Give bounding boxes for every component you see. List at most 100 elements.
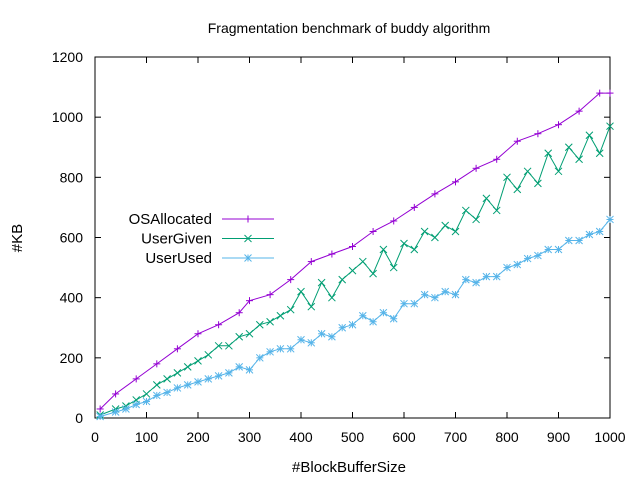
legend-marker-usergiven	[244, 234, 252, 243]
data-point-userused	[348, 320, 357, 329]
data-point-osallocated	[575, 107, 583, 115]
data-point-usergiven	[369, 269, 377, 278]
legend-item-userused: UserUsed	[145, 250, 274, 267]
data-point-userused	[389, 314, 398, 323]
data-point-userused	[132, 400, 141, 409]
data-point-userused	[163, 388, 171, 397]
data-point-osallocated	[153, 360, 161, 368]
data-point-userused	[245, 366, 254, 374]
x-tick-label: 400	[289, 429, 313, 445]
data-point-userused	[173, 384, 182, 392]
data-point-usergiven	[286, 305, 295, 314]
data-point-userused	[266, 347, 274, 356]
data-point-usergiven	[204, 350, 213, 359]
series-layer	[96, 89, 614, 421]
legend: OSAllocated UserGiven UserUsed	[129, 211, 274, 267]
data-point-userused	[534, 251, 542, 260]
data-point-osallocated	[534, 130, 542, 138]
data-point-usergiven	[276, 311, 285, 320]
data-point-osallocated	[555, 121, 562, 129]
data-point-osallocated	[369, 227, 377, 235]
y-tick-label: 1200	[52, 49, 83, 65]
data-point-osallocated	[513, 137, 521, 145]
data-point-userused	[152, 391, 161, 400]
data-point-usergiven	[142, 390, 151, 398]
data-point-usergiven	[173, 369, 182, 377]
x-tick-label: 800	[495, 429, 519, 445]
data-point-userused	[482, 272, 491, 281]
y-tick-label: 600	[60, 230, 84, 246]
data-point-usergiven	[575, 155, 583, 164]
y-tick-label: 200	[60, 350, 84, 366]
data-point-osallocated	[452, 178, 459, 186]
data-point-userused	[585, 230, 594, 239]
data-point-usergiven	[585, 131, 594, 140]
data-point-usergiven	[214, 341, 223, 350]
data-point-userused	[307, 338, 316, 347]
data-point-userused	[431, 293, 439, 302]
data-point-userused	[513, 260, 522, 269]
data-point-usergiven	[534, 179, 542, 188]
data-point-userused	[255, 353, 264, 362]
data-point-usergiven	[255, 320, 264, 329]
legend-item-usergiven: UserGiven	[141, 231, 274, 248]
y-axis: 0 200 400 600 800 1000 1200	[52, 49, 610, 426]
data-point-usergiven	[606, 122, 614, 131]
data-point-userused	[225, 369, 233, 377]
x-tick-label: 600	[392, 429, 416, 445]
data-point-usergiven	[523, 167, 532, 176]
data-point-userused	[235, 363, 244, 371]
x-tick-label: 0	[91, 429, 99, 445]
data-point-userused	[606, 215, 614, 224]
data-point-usergiven	[379, 245, 388, 254]
data-point-userused	[122, 405, 130, 413]
data-point-userused	[575, 236, 583, 245]
x-axis: 0 100 200 300 400 500 600 700 800 900 1000	[91, 57, 626, 445]
data-point-userused	[183, 381, 192, 389]
data-point-usergiven	[317, 278, 326, 287]
data-point-osallocated	[132, 375, 140, 383]
data-point-osallocated	[493, 155, 501, 163]
data-point-userused	[472, 278, 480, 287]
data-point-usergiven	[420, 227, 429, 236]
data-point-userused	[328, 332, 336, 341]
data-point-userused	[358, 311, 367, 320]
data-point-userused	[317, 329, 326, 338]
data-point-osallocated	[410, 203, 418, 211]
x-tick-label: 200	[186, 429, 210, 445]
data-point-usergiven	[307, 302, 316, 311]
data-point-userused	[96, 412, 105, 421]
data-point-usergiven	[451, 227, 460, 236]
data-point-userused	[564, 236, 573, 245]
data-point-usergiven	[338, 275, 347, 284]
data-point-userused	[420, 290, 429, 299]
data-point-userused	[554, 245, 563, 254]
x-tick-label: 100	[135, 429, 159, 445]
data-point-osallocated	[431, 190, 439, 198]
x-tick-label: 500	[341, 429, 365, 445]
data-point-userused	[595, 227, 604, 236]
data-point-usergiven	[163, 375, 171, 383]
data-point-osallocated	[596, 89, 604, 97]
data-point-usergiven	[297, 287, 305, 296]
data-point-usergiven	[245, 329, 254, 338]
data-point-userused	[369, 317, 377, 326]
data-point-osallocated	[472, 164, 480, 172]
data-point-osallocated	[266, 291, 274, 299]
data-point-userused	[544, 245, 553, 254]
data-point-usergiven	[472, 215, 480, 224]
data-point-usergiven	[348, 266, 357, 275]
data-point-usergiven	[492, 206, 501, 215]
data-point-usergiven	[595, 149, 604, 158]
data-point-usergiven	[183, 363, 192, 371]
data-point-osallocated	[606, 89, 614, 97]
x-tick-label: 900	[547, 429, 571, 445]
data-point-userused	[111, 408, 120, 416]
chart-title: Fragmentation benchmark of buddy algorit…	[208, 20, 490, 36]
data-point-userused	[451, 290, 460, 299]
data-point-usergiven	[152, 381, 161, 389]
data-point-userused	[276, 344, 285, 353]
data-point-usergiven	[225, 341, 233, 350]
x-tick-label: 1000	[594, 429, 625, 445]
y-tick-label: 800	[60, 169, 84, 185]
